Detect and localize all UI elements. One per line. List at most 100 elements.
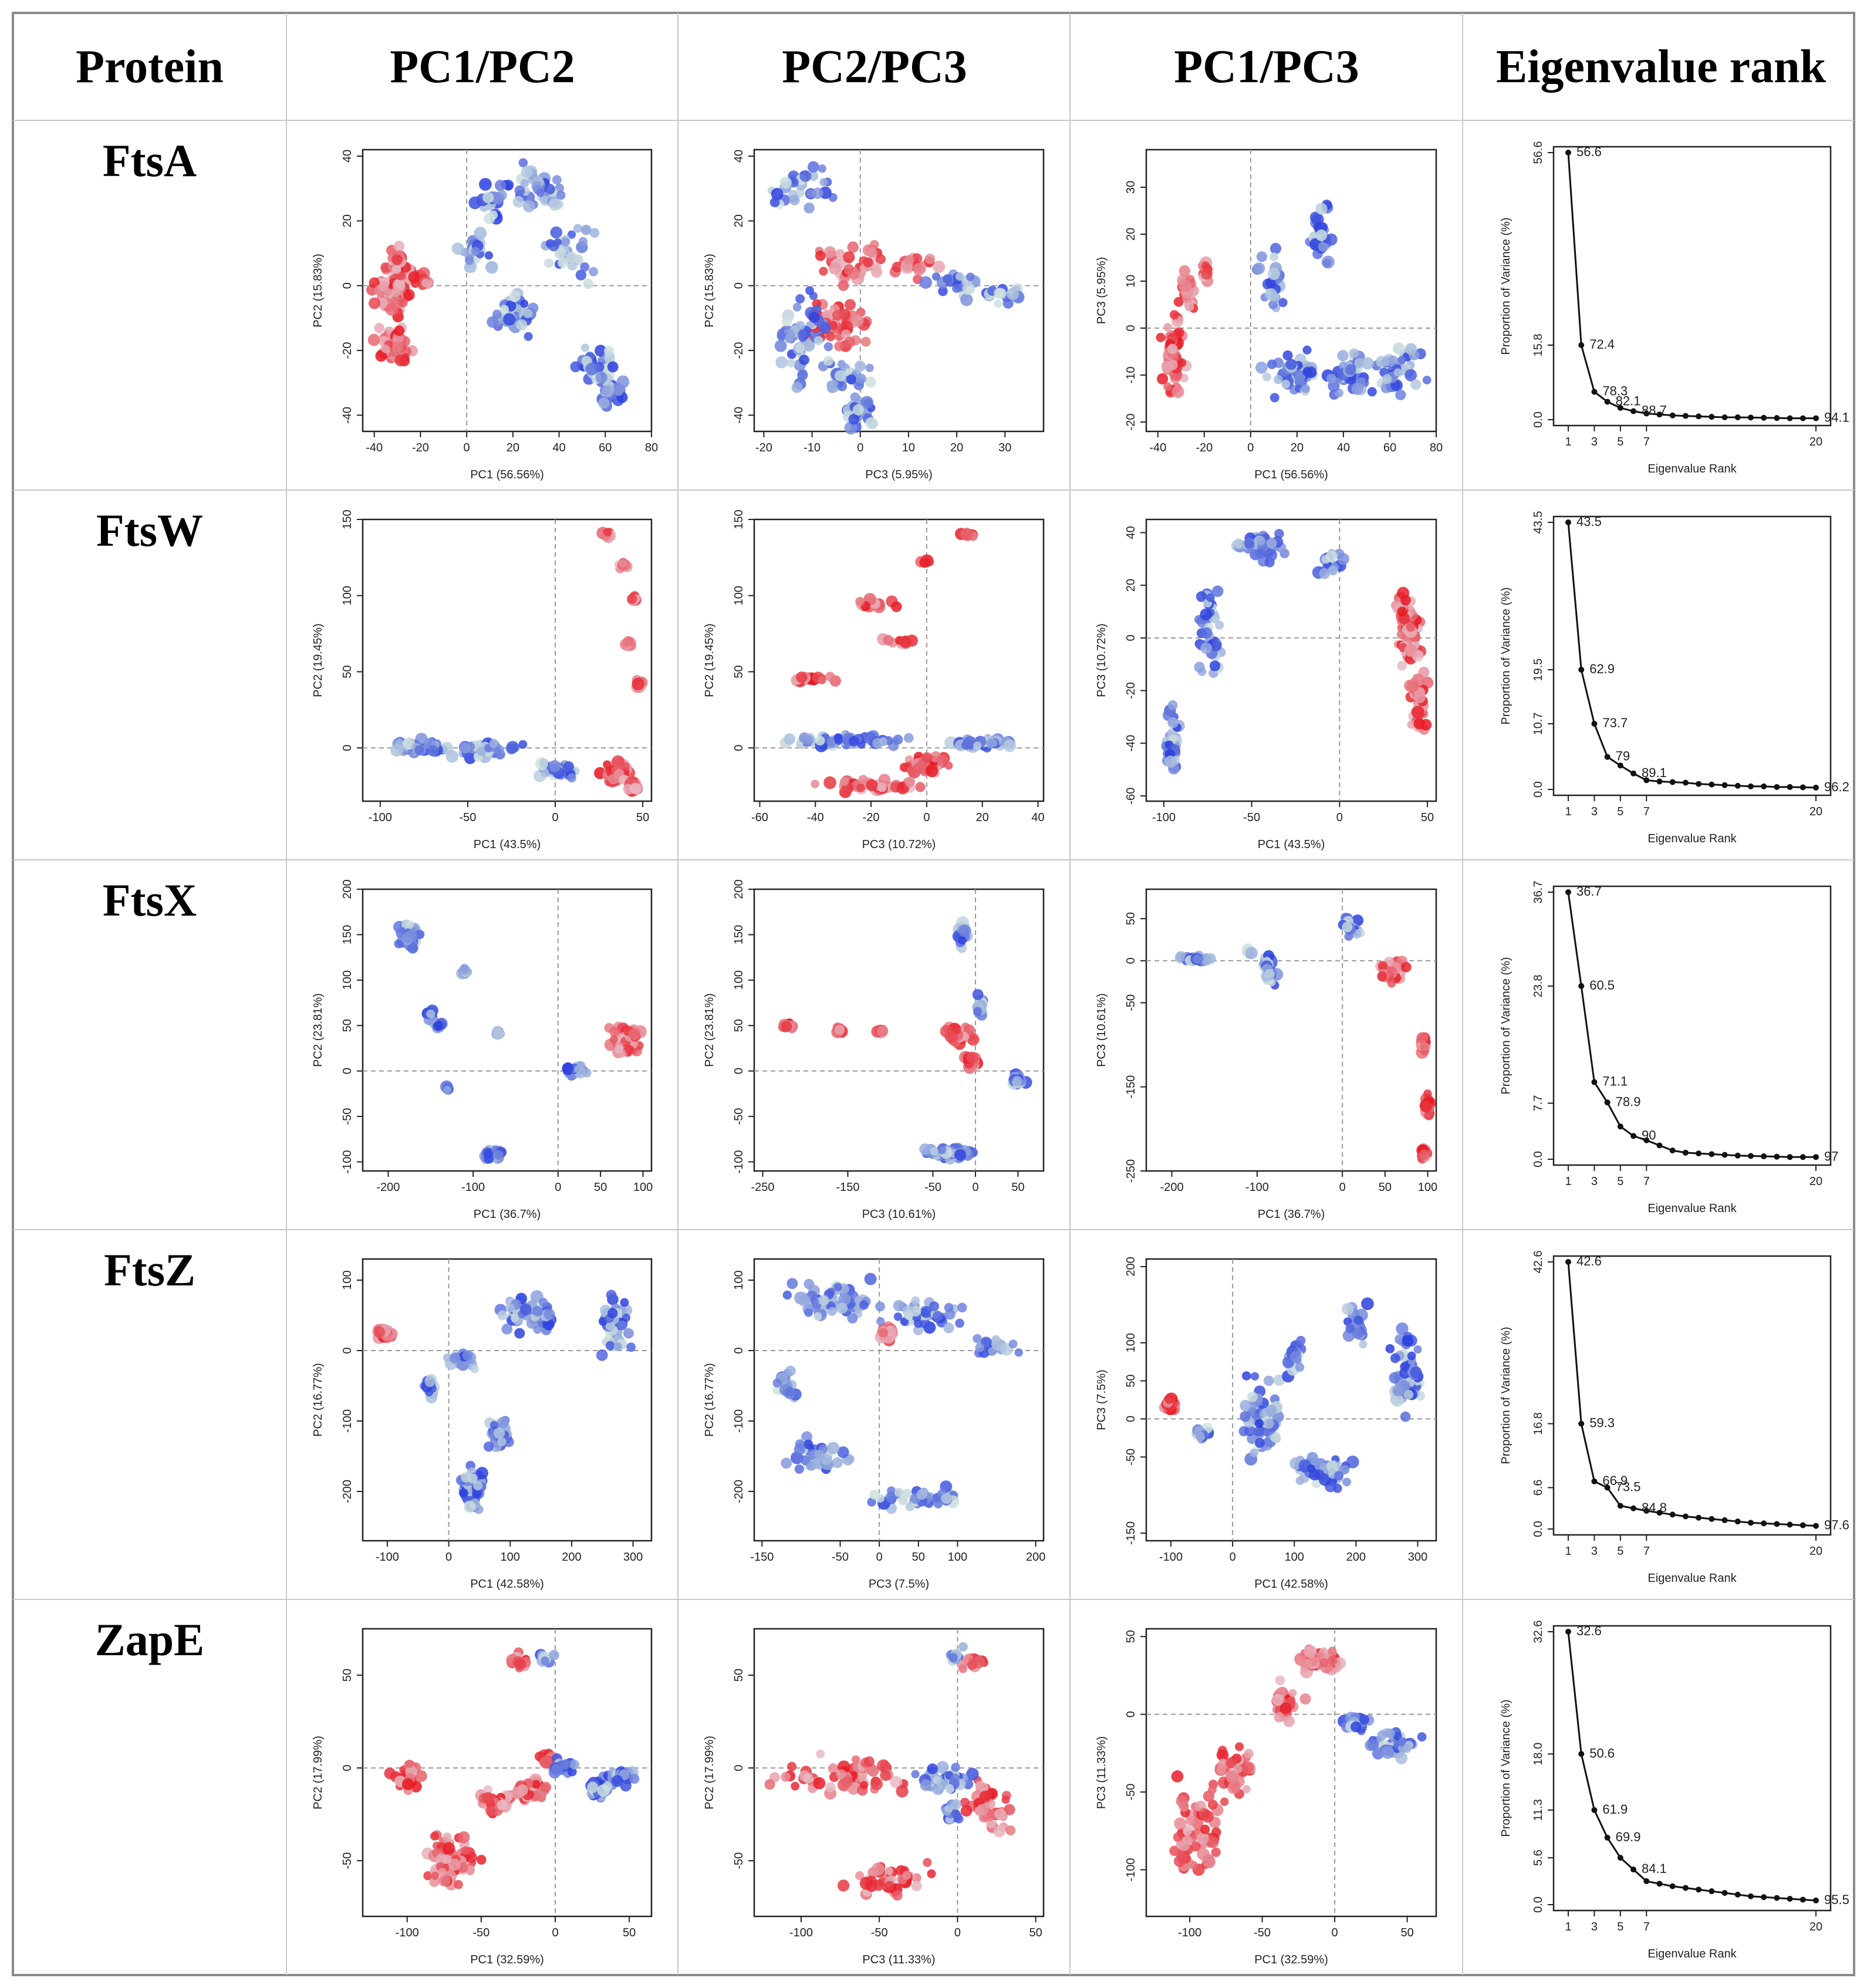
scatter-point [826,1288,835,1297]
scatter-point [1211,585,1224,598]
cumulative-label: 79 [1616,749,1630,764]
scatter-point [1301,384,1310,393]
x-axis-label: PC1 (56.56%) [470,468,544,481]
variance-point [1696,1514,1702,1521]
y-tick-label: 11.3 [1532,1799,1545,1821]
scatter-point [771,188,784,200]
y-tick-label: 0 [341,1347,354,1354]
scatter-point [1319,568,1331,579]
y-axis-label: PC3 (11.33%) [1095,1736,1108,1809]
scatter-point [795,343,805,353]
scatter-point [865,731,876,741]
scatter-point [957,1302,967,1313]
cumulative-label: 95.5 [1824,1892,1849,1907]
scatter-point [1304,1645,1317,1658]
cumulative-label: 66.9 [1602,1473,1628,1488]
scatter-point [919,276,932,289]
variance-point [1761,414,1767,421]
y-tick-label: 100 [1125,1333,1137,1352]
y-axis-label: PC2 (19.45%) [703,623,716,697]
variance-point [1604,1834,1611,1841]
header-pc2-pc3: PC2/PC3 [782,41,967,93]
scatter-point [832,310,843,321]
scatter-point [520,299,529,308]
scatter-point [1299,1693,1311,1705]
x-tick-label: -100 [1159,1551,1183,1564]
protein-label: FtsZ [104,1244,195,1295]
scatter-point [805,286,815,295]
scatter-point [482,1792,494,1804]
chart-ftsw-pc1-pc3: -100 -50 0 50 -60 -40 -20 0 20 40 PC1 (43.5%) PC3 (… [1095,518,1437,851]
scatter-point [1295,1362,1305,1372]
x-tick-label: 20 [507,441,519,454]
x-axis-label: PC1 (36.7%) [474,1208,541,1221]
scatter-point [1268,300,1278,309]
variance-point [1721,782,1728,788]
cumulative-label: 60.5 [1589,978,1615,993]
scatter-point [944,1804,953,1813]
scatter-point [511,1786,524,1799]
scatter-point [1250,1448,1259,1457]
cumulative-label: 42.6 [1576,1254,1602,1268]
scatter-point [776,331,786,341]
scatter-point [938,286,948,296]
scatter-point [832,1457,843,1469]
scatter-point [867,1497,876,1507]
variance-point [1578,983,1585,989]
scatter-point [603,346,614,356]
scatter-point [804,1308,813,1317]
scatter-point [1326,373,1336,384]
scatter-point [489,738,499,748]
scatter-point [811,779,819,788]
y-tick-label: -50 [1125,1449,1137,1466]
scatter-point [1201,268,1213,280]
y-tick-label: -100 [732,1409,745,1433]
scatter-point [385,303,399,316]
scatter-point [1342,1302,1354,1315]
x-axis-label: Eigenvalue Rank [1647,1948,1737,1960]
scatter-point [603,528,612,536]
scatter-point [951,1809,960,1818]
plot-frame [1145,1258,1437,1542]
x-tick-label: 0 [445,1551,452,1564]
scatter-point [919,1143,931,1155]
variance-point [1656,1142,1663,1149]
data-points [366,158,630,412]
chart-ftsw-pc2-pc3: -60 -40 -20 0 20 40 0 50 100 150 PC3 (10.72%) PC2 (… [703,509,1045,851]
x-tick-label: 20 [1809,805,1822,818]
x-tick-label: 20 [1809,1175,1822,1188]
x-tick-label: 5 [1617,1921,1623,1933]
y-tick-label: 100 [341,970,354,990]
scatter-point [479,178,492,191]
y-tick-label: -20 [1125,682,1137,699]
chart-ftsa-pc1-pc2: -40 -20 0 20 40 60 80 -40 -20 0 20 40 PC1 (56.56%) PC… [312,148,658,481]
scatter-point [391,265,401,274]
scatter-point [426,1009,435,1018]
scatter-point [1174,1817,1187,1830]
scatter-point [764,1779,775,1790]
scatter-point [1301,1658,1312,1669]
scatter-point [940,1025,953,1038]
scatter-point [1004,1804,1015,1815]
scatter-point [533,1325,542,1334]
header-protein: Protein [76,41,224,93]
chart-ftsz-pc1-pc2: -100 0 100 200 300 -200 -100 0 100 PC1 (42.58%) PC… [312,1258,653,1591]
scatter-point [795,320,805,330]
scatter-point [1349,348,1359,359]
scatter-point [848,736,859,747]
scatter-point [520,178,529,188]
scatter-point [1014,1348,1023,1357]
variance-point [1565,889,1571,895]
scatter-point [1265,549,1278,562]
scatter-point [463,1500,476,1513]
scatter-point [548,760,561,772]
scatter-point [1404,644,1417,657]
variance-point [1682,1149,1689,1156]
scatter-point [779,177,792,189]
scatter-point [392,279,406,292]
scatter-point [1345,364,1356,375]
scatter-point [1163,382,1172,391]
scatter-point [1282,350,1293,361]
x-axis-label: PC1 (36.7%) [1258,1208,1325,1221]
variance-point [1591,1807,1598,1813]
